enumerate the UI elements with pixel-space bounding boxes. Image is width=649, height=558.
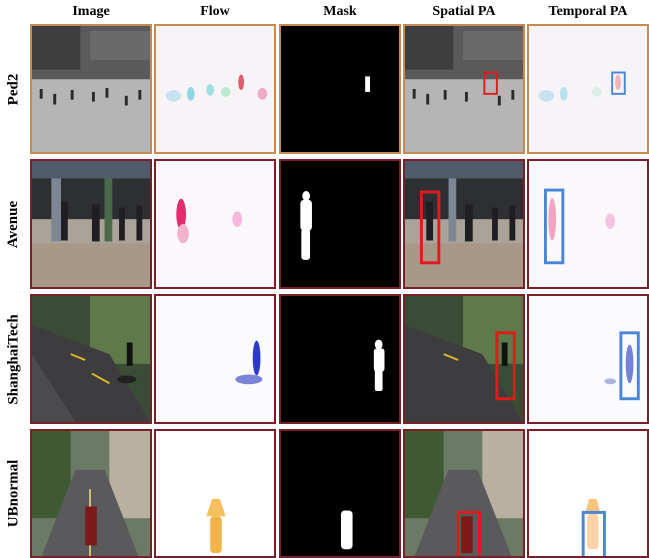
- row-label-avenue-wrap: Avenue: [0, 159, 28, 289]
- ubnormal-flow: [154, 429, 276, 558]
- column-header-mask: Mask: [323, 4, 357, 19]
- ped2-mask: [279, 24, 401, 154]
- ped2-spatial-pa: [403, 24, 525, 154]
- avenue-spatial-pa: [403, 159, 525, 289]
- row-label-shanghaitech-wrap: ShanghaiTech: [0, 294, 28, 424]
- row-label-shanghaitech: ShanghaiTech: [5, 313, 22, 405]
- row-label-avenue: Avenue: [5, 200, 22, 248]
- row-label-ubnormal-wrap: UBnormal: [0, 429, 28, 558]
- ped2-flow: [154, 24, 276, 154]
- ubnormal-spatial-pa: [403, 429, 525, 558]
- column-header-flow: Flow: [200, 4, 230, 19]
- ubnormal-image: [30, 429, 152, 558]
- ubnormal-mask: [279, 429, 401, 558]
- row-label-ped2: Ped2: [5, 73, 22, 105]
- ubnormal-temporal-pa: [527, 429, 649, 558]
- shanghaitech-spatial-pa: [403, 294, 525, 424]
- shanghaitech-temporal-pa: [527, 294, 649, 424]
- shanghaitech-flow: [154, 294, 276, 424]
- shanghaitech-image: [30, 294, 152, 424]
- row-label-ubnormal: UBnormal: [5, 459, 22, 528]
- column-header-image: Image: [72, 4, 110, 19]
- avenue-mask: [279, 159, 401, 289]
- avenue-image: [30, 159, 152, 289]
- avenue-temporal-pa: [527, 159, 649, 289]
- ped2-image: [30, 24, 152, 154]
- avenue-flow: [154, 159, 276, 289]
- shanghaitech-mask: [279, 294, 401, 424]
- row-label-ped2-wrap: Ped2: [0, 24, 28, 154]
- column-header-temporal-pa: Temporal PA: [548, 4, 628, 19]
- column-header-spatial-pa: Spatial PA: [432, 4, 496, 19]
- ped2-temporal-pa: [527, 24, 649, 154]
